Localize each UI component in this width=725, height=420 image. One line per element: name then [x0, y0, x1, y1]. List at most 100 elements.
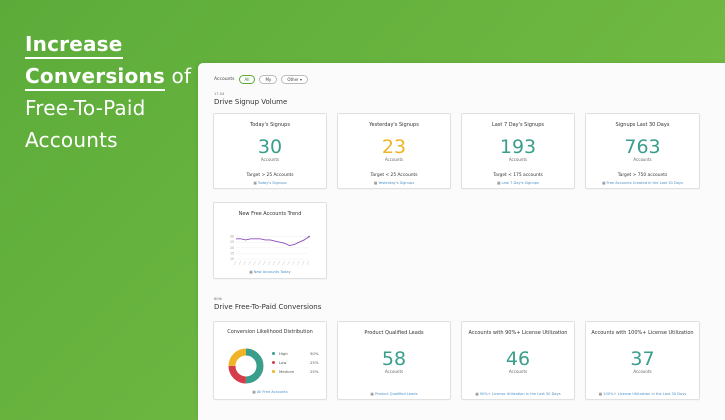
legend-item-low: Low 25% [272, 360, 322, 369]
kpi-unit: Accounts [633, 369, 652, 374]
x-tick [282, 260, 285, 266]
section-meta: 80th [214, 297, 223, 301]
trend-chart-card[interactable]: New Free Accounts Trend 30 25 20 15 10 ▦New … [213, 202, 327, 279]
kpi-unit: Accounts [260, 157, 280, 162]
legend-swatch [272, 361, 275, 364]
report-link[interactable]: ▦Free Accounts Created in the Last 30 Da… [602, 181, 683, 185]
report-icon: ▦ [602, 181, 606, 185]
report-icon: ▦ [373, 181, 378, 185]
kpi-card-today-signups[interactable]: Today's Signups 30 Accounts Target > 25 … [213, 113, 327, 189]
section-title: Drive Signup Volume [214, 98, 288, 106]
card-title: Product Qualified Leads [364, 330, 424, 336]
kpi-target: Target < 175 accounts [493, 173, 543, 178]
chevron-down-icon: ▾ [299, 76, 302, 82]
report-icon: ▦ [598, 392, 603, 396]
kpi-unit: Accounts [508, 157, 528, 162]
kpi-unit: Accounts [384, 369, 404, 374]
x-tick [238, 260, 242, 266]
hero-line-4: Accounts [25, 128, 118, 152]
kpi-target: Target > 750 accounts [617, 173, 668, 178]
y-tick-label: 15 [230, 251, 234, 255]
report-link[interactable]: ▦All Free Accounts [252, 390, 288, 394]
kpi-value: 30 [257, 136, 283, 158]
report-link[interactable]: ▦Product Qualified Leads [370, 392, 418, 396]
section-title: Drive Free-To-Paid Conversions [214, 303, 322, 311]
kpi-value: 58 [381, 348, 407, 370]
report-icon: ▦ [497, 181, 501, 185]
kpi-target: Target > 25 Accounts [246, 173, 294, 178]
kpi-value: 193 [499, 136, 537, 158]
legend-item-medium: Medium 25% [272, 369, 322, 378]
x-tick [272, 260, 276, 266]
report-link[interactable]: ▦100%+ License Utilization in the Last 3… [598, 392, 687, 396]
kpi-value: 46 [505, 348, 531, 370]
x-tick [263, 260, 266, 266]
legend-swatch [272, 370, 275, 373]
card-title: Yesterday's Signups [369, 122, 419, 128]
legend-swatch [272, 352, 275, 355]
kpi-unit: Accounts [508, 369, 528, 374]
kpi-card-pql[interactable]: Product Qualified Leads 58 Accounts ▦Pro… [337, 321, 451, 400]
donut-slice-low[interactable] [228, 348, 264, 384]
kpi-card-90-utilization[interactable]: Accounts with 90%+ License Utilization 4… [461, 321, 575, 400]
card-title: Accounts with 90%+ License Utilization [468, 330, 568, 336]
report-icon: ▦ [475, 392, 479, 396]
card-title: Conversion Likelihood Distribution [227, 329, 313, 335]
card-title: Last 7 Day's Signups [491, 122, 545, 128]
kpi-target: Target < 25 Accounts [370, 173, 418, 178]
x-tick [233, 260, 237, 266]
kpi-unit: Accounts [633, 157, 652, 162]
filter-chip-all[interactable]: All [238, 74, 256, 84]
filter-dropdown-other[interactable]: Other ▾ [281, 74, 308, 84]
report-icon: ▦ [253, 181, 257, 185]
x-tick [287, 260, 290, 266]
donut-chart-card[interactable]: Conversion Likelihood Distribution High … [213, 321, 327, 400]
report-link[interactable]: ▦Yesterday's Signups [373, 181, 415, 185]
hero-line-2: Conversions of [25, 60, 191, 92]
trend-series-line [236, 236, 310, 247]
kpi-unit: Accounts [384, 157, 404, 162]
y-tick-label: 20 [230, 246, 234, 250]
report-icon: ▦ [249, 270, 253, 274]
report-link[interactable]: ▦Last 7 Day's Signups [497, 181, 539, 185]
x-tick [253, 260, 256, 266]
legend-item-high: High 50% [272, 351, 322, 360]
filter-chip-my[interactable]: My [259, 74, 278, 84]
conversion-donut-chart [228, 348, 264, 384]
x-tick [301, 260, 305, 266]
donut-legend: High 50% Low 25% Medium 25% [272, 351, 322, 378]
kpi-value: 23 [381, 136, 407, 158]
trend-last-point[interactable] [308, 235, 310, 238]
filter-label: Accounts [214, 76, 235, 82]
account-filter-bar: Accounts All My Other ▾ [214, 74, 308, 84]
report-link[interactable]: ▦Today's Signups [253, 181, 287, 185]
section-meta: 17.04 [214, 92, 225, 96]
x-tick [258, 260, 261, 266]
y-tick-label: 10 [230, 257, 234, 261]
x-tick [306, 260, 310, 266]
y-tick-label: 25 [230, 240, 234, 244]
card-title: New Free Accounts Trend [238, 211, 302, 217]
hero-line-1: Increase [25, 28, 191, 60]
x-tick [243, 260, 246, 266]
dashboard-panel: Accounts All My Other ▾ 17.04 Drive Sign… [198, 63, 725, 420]
kpi-value: 763 [624, 136, 661, 158]
kpi-card-100-utilization[interactable]: Accounts with 100%+ License Utilization … [585, 321, 700, 400]
kpi-card-yesterday-signups[interactable]: Yesterday's Signups 23 Accounts Target <… [337, 113, 451, 189]
x-tick [297, 260, 300, 266]
card-title: Today's Signups [250, 122, 290, 128]
x-tick [267, 260, 271, 266]
report-link[interactable]: ▦90%+ License Utilization in the Last 30… [475, 392, 561, 396]
hero-headline: Increase Conversions of Free-To-Paid Acc… [25, 28, 191, 156]
card-title: Accounts with 100%+ License Utilization [591, 330, 694, 336]
card-title: Signups Last 30 Days [615, 122, 670, 128]
x-tick [248, 260, 251, 266]
x-tick [277, 260, 280, 266]
report-icon: ▦ [252, 390, 256, 394]
kpi-card-30day-signups[interactable]: Signups Last 30 Days 763 Accounts Target… [585, 113, 700, 189]
donut-slice-medium[interactable] [228, 348, 264, 384]
report-link[interactable]: ▦New Accounts Today [249, 270, 291, 274]
kpi-card-7day-signups[interactable]: Last 7 Day's Signups 193 Accounts Target… [461, 113, 575, 189]
x-tick [292, 260, 295, 266]
